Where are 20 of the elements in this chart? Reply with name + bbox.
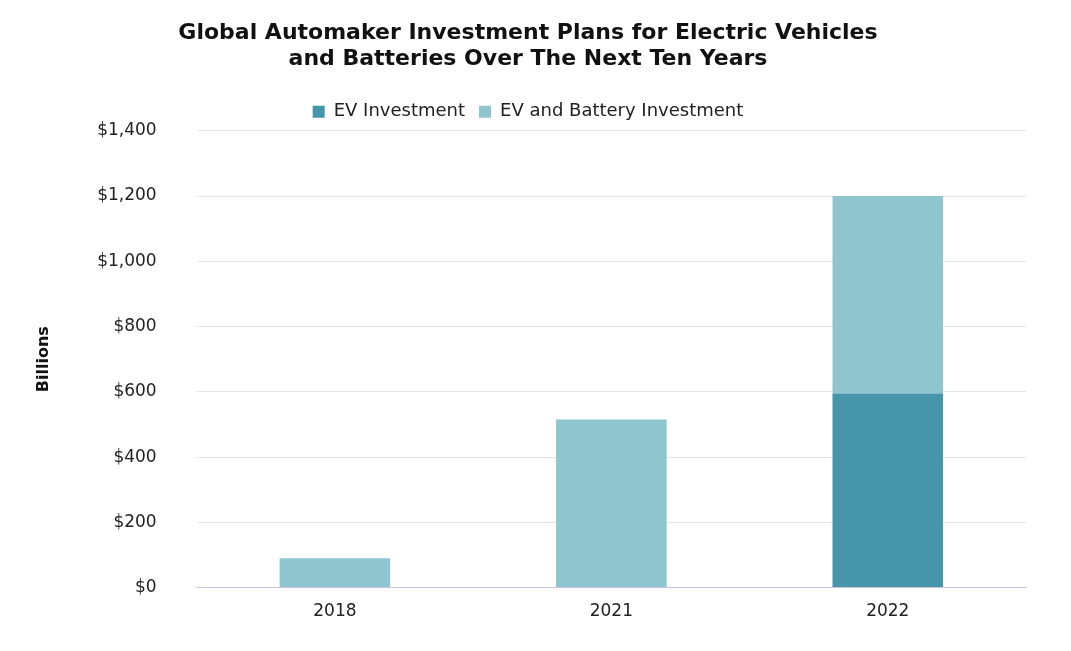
x-tick-label: 2021 — [589, 600, 633, 621]
legend-label: EV and Battery Investment — [500, 99, 744, 121]
bar — [832, 393, 944, 588]
y-tick-label: $1,000 — [97, 249, 157, 270]
bar — [832, 196, 944, 394]
y-tick-label: $0 — [135, 576, 157, 597]
text: Global Automaker Investment Plans for Electric Vehicles — [178, 18, 878, 44]
bar — [279, 558, 391, 588]
y-tick-label: $600 — [113, 380, 157, 401]
y-tick-label: $400 — [113, 445, 157, 466]
legend-label: EV Investment — [333, 99, 466, 121]
x-tick-label: 2022 — [866, 600, 910, 621]
bar — [556, 419, 667, 588]
y-tick-label: $1,400 — [97, 119, 157, 140]
x-tick-label: 2018 — [313, 600, 357, 621]
text: and Batteries Over The Next Ten Years — [288, 45, 768, 71]
y-tick-label: $1,200 — [97, 184, 157, 205]
y-tick-label: $200 — [113, 510, 157, 531]
y-axis-title: Billions — [32, 326, 52, 393]
y-tick-label: $800 — [113, 314, 157, 335]
